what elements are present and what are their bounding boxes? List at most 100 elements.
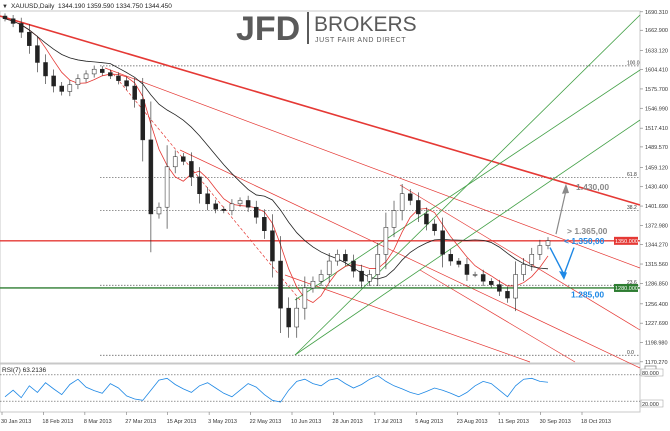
rsi-indicator <box>0 374 640 403</box>
candle-body <box>164 166 170 208</box>
logo-tagline: JUST FAIR AND DIRECT <box>315 37 406 44</box>
trendline-channel[interactable] <box>399 184 641 331</box>
candle-body <box>383 227 389 255</box>
candle-body <box>497 284 502 292</box>
y-tick-label: 1517.410 <box>645 126 668 132</box>
price-tag-box <box>614 283 638 292</box>
candle-body <box>440 230 445 255</box>
candle-body <box>140 99 146 141</box>
candle-body <box>2 15 8 19</box>
candle-body <box>399 193 405 211</box>
arrow-down-target <box>549 247 565 275</box>
candle-body <box>480 274 486 282</box>
rsi-level-low-text: 20.000 <box>642 402 659 408</box>
candle-body <box>18 23 24 33</box>
price-tag-text: 1350.000 <box>615 239 638 245</box>
candle-body <box>43 62 48 77</box>
candle-body <box>529 254 535 265</box>
candle-body <box>367 274 372 282</box>
rsi-title: RSI(7) 63.2136 <box>2 367 46 374</box>
candle-body <box>432 223 437 231</box>
candle-body <box>205 193 210 205</box>
y-tick-label: 1401.690 <box>645 204 668 210</box>
annotation-label: > 1.365,00 <box>567 226 608 236</box>
candle-body <box>448 254 453 262</box>
trend-channels[interactable] <box>0 14 641 369</box>
fib-level-label: 38.2 <box>627 205 637 211</box>
y-tick-label: 1344.270 <box>645 243 668 249</box>
menu-dropdown-icon[interactable]: ▼ <box>2 4 8 10</box>
candle-body <box>537 245 543 255</box>
moving-averages <box>4 18 549 303</box>
candle-body <box>407 193 413 201</box>
y-tick-label: 1459.120 <box>645 165 668 171</box>
candle-body <box>148 139 154 215</box>
candle-body <box>391 210 397 228</box>
fib-level-label: 23.6 <box>627 280 637 286</box>
y-tick-label: 1372.980 <box>645 223 668 229</box>
candle-body <box>124 80 129 87</box>
price-tag-text: 1280.000 <box>615 286 638 292</box>
x-tick-label: 17 Jul 2013 <box>374 419 402 425</box>
channel-lower[interactable] <box>294 119 641 356</box>
rsi-pane <box>0 363 641 413</box>
logo-jfd: JFD <box>236 10 300 48</box>
candle-body <box>59 85 64 92</box>
candle-body <box>521 264 526 275</box>
x-tick-label: 30 Jan 2013 <box>1 419 31 425</box>
rsi-level-low-tag <box>640 399 664 408</box>
candle-body <box>100 68 105 73</box>
candle-body <box>294 307 300 328</box>
candle-body <box>505 291 510 299</box>
candle-body <box>318 274 324 282</box>
candle-body <box>310 280 316 289</box>
rsi-level-high-text: 80.000 <box>642 371 659 377</box>
candle-body <box>472 274 478 276</box>
candle-body <box>270 230 275 262</box>
candle-body <box>51 75 56 87</box>
candle-body <box>489 280 494 285</box>
candle-body <box>545 240 551 246</box>
x-tick-label: 3 May 2013 <box>208 419 237 425</box>
fib-level-label: 100.0 <box>627 60 640 66</box>
candle-body <box>286 307 291 328</box>
horizontal-levels[interactable] <box>0 240 640 289</box>
candle-body <box>245 200 251 208</box>
candle-body <box>253 206 259 218</box>
price-axis[interactable]: 1690.310 1662.900 1633.120 1604.410 1575.700… <box>640 10 668 366</box>
projection-arrows <box>549 183 575 280</box>
candle-body <box>197 176 202 194</box>
candle-body <box>424 213 429 225</box>
y-tick-label: 1489.570 <box>645 145 668 151</box>
ohlc-values: 1344.190 1359.590 1334.750 1344.450 <box>58 3 172 10</box>
trendline-channel[interactable] <box>419 269 576 363</box>
x-tick-label: 15 Apr 2013 <box>167 419 197 425</box>
price-tags: 1350.000 1280.000 <box>614 236 638 292</box>
candle-body <box>359 270 364 282</box>
trendline-channel[interactable] <box>284 274 531 363</box>
candle-body <box>416 200 421 215</box>
trendline-primary[interactable] <box>0 15 641 206</box>
x-tick-label: 23 Aug 2013 <box>457 419 488 425</box>
trendline-channel[interactable] <box>179 149 641 369</box>
candle-body <box>27 31 32 46</box>
candle-body <box>237 200 243 205</box>
candle-body <box>67 84 73 92</box>
y-tick-label: 1546.990 <box>645 106 668 112</box>
y-tick-label: 1256.400 <box>645 302 668 308</box>
candle-body <box>156 206 162 215</box>
moving-average-slow <box>4 18 549 280</box>
x-tick-label: 28 Jun 2013 <box>332 419 362 425</box>
x-tick-label: 30 Sep 2013 <box>540 419 571 425</box>
y-tick-label: 1575.700 <box>645 87 668 93</box>
candle-body <box>262 217 267 232</box>
candle-body <box>343 254 348 262</box>
candle-body <box>464 264 470 275</box>
candle-body <box>221 208 227 211</box>
candle-body <box>513 274 518 299</box>
candlesticks <box>2 13 551 338</box>
trendline-channel[interactable] <box>104 67 641 269</box>
annotation-label: < 1.350,00 <box>564 236 605 246</box>
candle-body <box>335 254 340 262</box>
